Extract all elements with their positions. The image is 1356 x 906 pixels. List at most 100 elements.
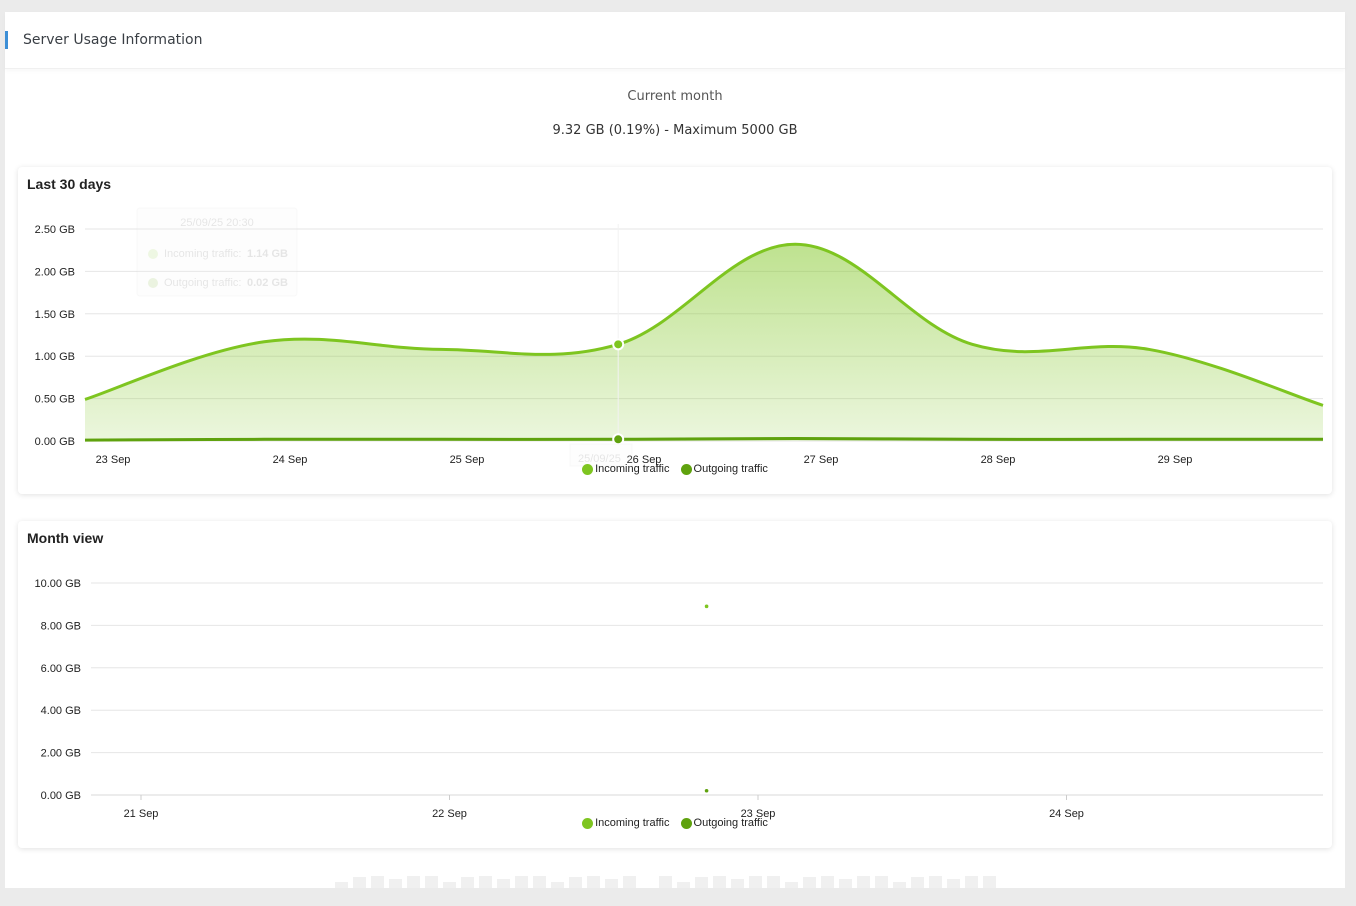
y-tick-label: 0.00 GB bbox=[35, 436, 75, 448]
ghost-bar bbox=[605, 879, 618, 888]
y-tick-label: 4.00 GB bbox=[41, 705, 81, 717]
faded-bar-strip bbox=[335, 876, 996, 888]
ghost-bar bbox=[623, 876, 636, 888]
legend-outgoing-label: Outgoing traffic bbox=[693, 817, 768, 829]
panel-header: Server Usage Information bbox=[5, 12, 1345, 69]
legend-incoming-label: Incoming traffic bbox=[595, 463, 670, 475]
tooltip-box bbox=[136, 207, 298, 297]
legend-outgoing-dot bbox=[680, 817, 692, 829]
ghost-bar bbox=[875, 876, 888, 888]
y-tick-label: 8.00 GB bbox=[41, 620, 81, 632]
incoming-area bbox=[85, 244, 1323, 441]
x-tick-label: 23 Sep bbox=[96, 454, 131, 466]
ghost-bar bbox=[929, 876, 942, 888]
tooltip-x-box bbox=[569, 443, 633, 467]
x-tick-label: 24 Sep bbox=[1049, 808, 1084, 820]
legend-outgoing[interactable]: Outgoing traffic bbox=[680, 817, 768, 829]
x-tick-label: 23 Sep bbox=[741, 808, 776, 820]
outgoing-hover-point bbox=[612, 433, 625, 446]
outgoing-point bbox=[704, 788, 709, 793]
ghost-bar bbox=[767, 876, 780, 888]
ghost-bar bbox=[659, 876, 672, 888]
ghost-bar bbox=[569, 877, 582, 888]
chart-legend: Incoming traffic Outgoing traffic bbox=[18, 463, 1332, 478]
ghost-bar bbox=[425, 876, 438, 888]
tooltip-outgoing-value: 0.02 GB bbox=[247, 277, 288, 289]
ghost-bar bbox=[443, 882, 456, 888]
tooltip-ghost: 25/09/25 20:30 Incoming traffic: 1.14 GB Ou… bbox=[136, 207, 633, 467]
ghost-bar bbox=[785, 882, 798, 888]
chart-title: Month view bbox=[27, 530, 104, 546]
x-tick-label: 26 Sep bbox=[627, 454, 662, 466]
ghost-bar bbox=[911, 877, 924, 888]
x-tick-label: 29 Sep bbox=[1158, 454, 1193, 466]
ghost-bar bbox=[893, 882, 906, 888]
chart-title: Last 30 days bbox=[27, 176, 112, 192]
month-view-chart: 0.00 GB 2.00 GB 4.00 GB 6.00 GB 8.00 GB 10.00… bbox=[18, 521, 1332, 848]
ghost-bar bbox=[353, 877, 366, 888]
tooltip-outgoing-label: Outgoing traffic: bbox=[164, 277, 241, 289]
last-30-days-chart: 0.00 GB 0.50 GB 1.00 GB 1.50 GB 2.00 GB 2.50 … bbox=[18, 167, 1332, 494]
ghost-bar bbox=[695, 877, 708, 888]
legend-incoming[interactable]: Incoming traffic bbox=[582, 463, 669, 475]
tooltip-incoming-label: Incoming traffic: bbox=[164, 248, 241, 260]
legend-incoming-dot bbox=[582, 463, 594, 475]
legend-outgoing-dot bbox=[680, 463, 692, 475]
x-tick-label: 25 Sep bbox=[450, 454, 485, 466]
y-tick-label: 6.00 GB bbox=[41, 663, 81, 675]
ghost-bar bbox=[713, 876, 726, 888]
chart-legend: Incoming traffic Outgoing traffic bbox=[18, 817, 1332, 832]
x-tick-label: 27 Sep bbox=[804, 454, 839, 466]
server-usage-panel: Server Usage Information Current month 9… bbox=[5, 12, 1345, 888]
ghost-bar bbox=[515, 876, 528, 888]
ghost-bar bbox=[533, 876, 546, 888]
ghost-bar bbox=[965, 876, 978, 888]
ghost-bar bbox=[389, 879, 402, 888]
ghost-bar bbox=[947, 879, 960, 888]
y-tick-label: 1.00 GB bbox=[35, 351, 75, 363]
legend-outgoing-label: Outgoing traffic bbox=[693, 463, 768, 475]
tooltip-x-label: 25/09/25 bbox=[578, 453, 621, 465]
tooltip-incoming-value: 1.14 GB bbox=[247, 248, 288, 260]
ghost-bar bbox=[335, 882, 348, 888]
legend-incoming[interactable]: Incoming traffic bbox=[582, 817, 669, 829]
ghost-bar bbox=[983, 876, 996, 888]
ghost-bar bbox=[587, 876, 600, 888]
y-tick-label: 10.00 GB bbox=[35, 578, 81, 590]
ghost-bar bbox=[857, 876, 870, 888]
ghost-bar bbox=[821, 876, 834, 888]
x-tick-label: 22 Sep bbox=[432, 808, 467, 820]
incoming-point bbox=[704, 604, 709, 609]
y-tick-label: 2.50 GB bbox=[35, 224, 75, 236]
y-tick-label: 2.00 GB bbox=[41, 748, 81, 760]
ghost-bar bbox=[407, 876, 420, 888]
incoming-line bbox=[84, 242, 1324, 407]
tooltip-incoming-dot bbox=[148, 249, 158, 259]
y-tick-label: 0.50 GB bbox=[35, 394, 75, 406]
current-month-label: Current month bbox=[627, 89, 723, 104]
x-tick-label: 21 Sep bbox=[124, 808, 159, 820]
tooltip-title: 25/09/25 20:30 bbox=[180, 217, 253, 229]
ghost-bar bbox=[371, 876, 384, 888]
y-tick-label: 1.50 GB bbox=[35, 309, 75, 321]
y-tick-label: 2.00 GB bbox=[35, 266, 75, 278]
x-tick-label: 24 Sep bbox=[273, 454, 308, 466]
ghost-bar bbox=[839, 879, 852, 888]
ghost-bar bbox=[461, 877, 474, 888]
tooltip-outgoing-dot bbox=[148, 278, 158, 288]
x-tick-label: 28 Sep bbox=[981, 454, 1016, 466]
legend-incoming-label: Incoming traffic bbox=[595, 817, 670, 829]
month-view-plot: 0.00 GB 2.00 GB 4.00 GB 6.00 GB 8.00 GB 10.00… bbox=[35, 578, 1323, 820]
ghost-bar bbox=[479, 876, 492, 888]
current-month-usage: 9.32 GB (0.19%) - Maximum 5000 GB bbox=[552, 123, 798, 138]
legend-outgoing[interactable]: Outgoing traffic bbox=[680, 463, 768, 475]
y-tick-label: 0.00 GB bbox=[41, 790, 81, 802]
ghost-bar bbox=[731, 879, 744, 888]
panel-title: Server Usage Information bbox=[23, 32, 203, 48]
ghost-bar bbox=[677, 882, 690, 888]
outgoing-line bbox=[84, 436, 1323, 442]
legend-incoming-dot bbox=[582, 817, 594, 829]
header-accent-bar bbox=[5, 31, 8, 49]
ghost-bar bbox=[803, 877, 816, 888]
incoming-hover-point bbox=[612, 338, 625, 351]
